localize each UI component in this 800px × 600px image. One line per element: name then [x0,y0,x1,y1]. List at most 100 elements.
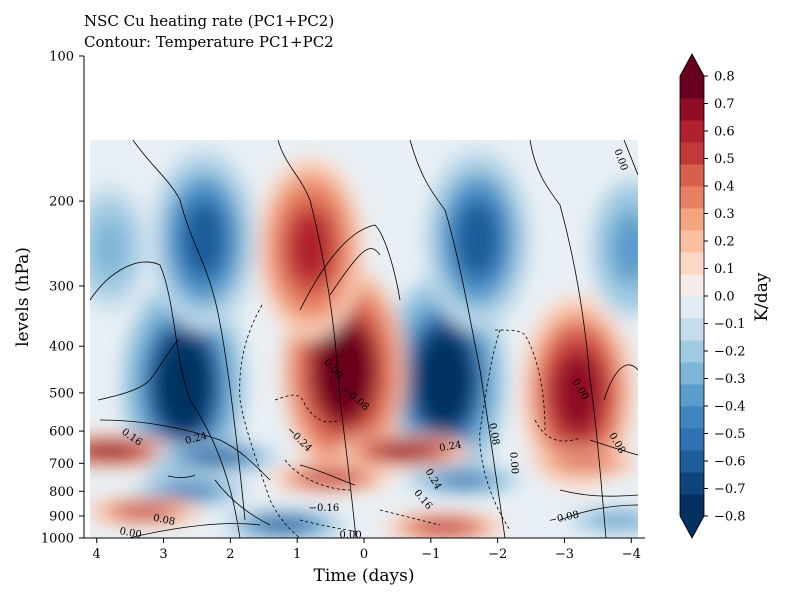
colorbar-cell [680,120,704,143]
colorbar-tick-label: −0.7 [714,482,746,497]
contour-label: 0.00 [339,530,361,541]
y-tick-label: 1000 [41,532,74,547]
colorbar-cell [680,362,704,385]
x-tick-label: 3 [159,547,167,562]
colorbar-label: K/day [752,272,772,321]
colorbar-tick-label: −0.8 [714,510,746,525]
colorbar-tick-label: 0.4 [714,180,735,195]
contour-line-positive [329,248,381,296]
colorbar-cell [680,76,704,99]
contour-label: 0.00 [507,452,520,475]
colorbar-tick-label: 0.6 [714,125,735,140]
colorbar-cell [680,186,704,209]
contour-line-positive [167,474,196,478]
y-axis-ticks: 100 200 300 400 500 600 700 800 900 1000 [41,50,84,547]
x-tick-label: 1 [293,547,301,562]
contour-line-positive [132,140,246,521]
contour-line-positive [409,140,506,538]
heating-cell [93,219,127,277]
colorbar-cell [680,296,704,319]
colorbar-tick-label: −0.3 [714,372,746,387]
x-tick-label: −3 [555,547,574,562]
x-axis-ticks: 4 3 2 1 0 −1 −2 −3 −4 [93,538,641,562]
heatmap-field [90,140,638,538]
chart-subtitle: Contour: Temperature PC1+PC2 [84,33,334,51]
heating-cell [90,444,138,459]
heating-cell [288,211,333,285]
heating-cell [419,521,469,534]
contour-label: 0.24 [439,440,463,455]
colorbar-cell [680,230,704,253]
heating-cell [440,474,489,487]
contour-label: −0.16 [309,503,340,514]
y-tick-label: 900 [49,509,74,524]
contour-label: 0.08 [486,422,501,446]
colorbar-tick-label: 0.2 [714,235,735,250]
x-tick-label: −2 [488,547,507,562]
colorbar-cell [680,472,704,495]
y-tick-label: 800 [49,485,74,500]
contour-line-positive [214,479,271,526]
colorbar-cell [680,274,704,297]
y-tick-label: 300 [49,279,74,294]
y-tick-label: 100 [49,50,74,65]
colorbar-cell [680,450,704,473]
heating-cell [612,216,638,279]
colorbar-cell [680,384,704,407]
y-tick-label: 600 [49,425,74,440]
colorbar-tick-label: 0.5 [714,152,735,167]
contour-label: 0.00 [119,526,143,541]
contour-line-negative [494,329,546,431]
heating-cell [258,518,310,532]
colorbar-tick-label: −0.5 [714,427,746,442]
colorbar-cell [680,98,704,121]
contour-line-positive [99,419,271,481]
x-tick-label: −1 [421,547,440,562]
contour-line-positive [299,224,401,311]
colorbar-cell [680,142,704,165]
contour-line-positive [559,489,638,497]
colorbar-tick-label: 0.1 [714,262,735,277]
heating-cell [456,202,500,277]
colorbar: 0.8 0.7 0.6 0.5 0.4 0.3 0.2 0.1 0.0 −0.1 −0.2 −0.3 −… [679,53,746,539]
contour-line-positive [126,523,261,538]
heating-cell [182,202,226,277]
y-tick-label: 500 [49,386,74,401]
colorbar-tick-label: 0.8 [714,70,735,85]
heating-cell [319,328,369,414]
heating-cell [158,341,209,427]
colorbar-tick-label: 0.3 [714,207,735,222]
contour-line-negative [274,394,341,423]
colorbar-cell [680,406,704,429]
contour-line-positive [559,504,638,521]
contour-line-positive [299,464,356,486]
contour-line-positive [97,339,181,401]
contour-line-positive [90,261,241,538]
contour-label: 0.08 [152,513,176,528]
y-tick-label: 400 [49,340,74,355]
temperature-contours [90,140,638,538]
contour-line-positive [589,439,638,456]
contour-line-negative [299,519,361,533]
x-tick-label: 4 [93,547,101,562]
chart-title: NSC Cu heating rate (PC1+PC2) [84,12,335,30]
y-tick-label: 700 [49,457,74,472]
colorbar-extend-max [680,54,704,76]
heating-cell [119,505,168,518]
contour-line-positive [277,140,357,538]
colorbar-tick-label: 0.7 [714,97,735,112]
heating-cell [562,457,607,469]
heating-cell [595,515,638,527]
colorbar-tick-label: −0.6 [714,455,746,470]
colorbar-cell [680,428,704,451]
colorbar-cell [680,318,704,341]
heating-cell [376,444,432,459]
heating-cell [166,485,215,498]
contour-line-positive [529,140,607,538]
colorbar-tick-label: −0.1 [714,317,746,332]
contour-line-positive [603,364,638,401]
colorbar-tick-label: 0.0 [714,290,735,305]
x-tick-label: 2 [226,547,234,562]
colorbar-cell [680,208,704,231]
